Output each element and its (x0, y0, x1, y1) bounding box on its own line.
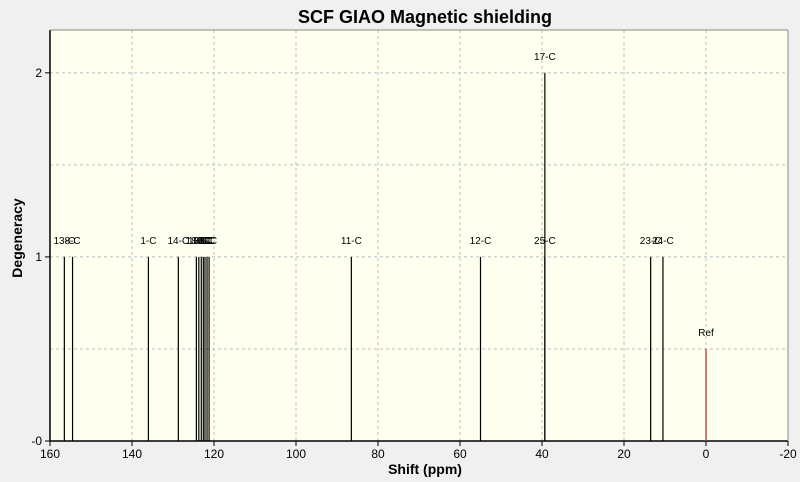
y-tick-label: -0 (31, 434, 42, 448)
peak-label: 14-C (167, 236, 189, 247)
x-tick-label: 120 (204, 447, 224, 461)
peak-label: 4-C (195, 236, 211, 247)
x-axis-title: Shift (ppm) (388, 461, 462, 477)
peak-label: 5-C (199, 236, 215, 247)
x-tick-label: 20 (617, 447, 631, 461)
y-axis-title: Degeneracy (9, 198, 25, 278)
peak-label: 13-C (54, 236, 76, 247)
peaks (63, 72, 707, 441)
peak-label: 23-C (640, 236, 662, 247)
reference-peak-label: Ref (698, 328, 714, 339)
peak-label: 11-C (341, 236, 362, 247)
chart-title: SCF GIAO Magnetic shielding (298, 7, 552, 27)
peak-label: 9-C (197, 236, 213, 247)
x-tick-label: 80 (371, 447, 385, 461)
x-tick-label: 100 (286, 447, 306, 461)
peak-label: 17-C (534, 52, 556, 63)
x-tick-label: 40 (535, 447, 549, 461)
peak-label: 24-C (652, 236, 674, 247)
y-tick-label: 2 (35, 66, 42, 80)
x-tick-label: 60 (453, 447, 467, 461)
peak-labels: 13-C8-C 1-C 14-C18-C10-C3-C4-C9-C5-C6-C 11-… (54, 52, 714, 339)
plot-area (50, 30, 788, 441)
peak-label: 8-C (64, 236, 80, 247)
peak-label: 1-C (140, 236, 156, 247)
peak-label: 18-C (186, 236, 208, 247)
y-tick-label: 1 (35, 250, 42, 264)
peak-label: 6-C (201, 236, 217, 247)
peak-label: 12-C (470, 236, 492, 247)
peak-label: 25-C (534, 236, 556, 247)
x-tick-label: 140 (122, 447, 142, 461)
axes: 160 140 120 100 80 60 40 20 0 -20 -0 1 2 (31, 29, 797, 461)
x-tick-label: 160 (40, 447, 60, 461)
x-tick-label: -20 (779, 447, 797, 461)
peak-label: 10-C (188, 236, 210, 247)
x-tick-label: 0 (703, 447, 710, 461)
peak-label: 3-C (193, 236, 209, 247)
